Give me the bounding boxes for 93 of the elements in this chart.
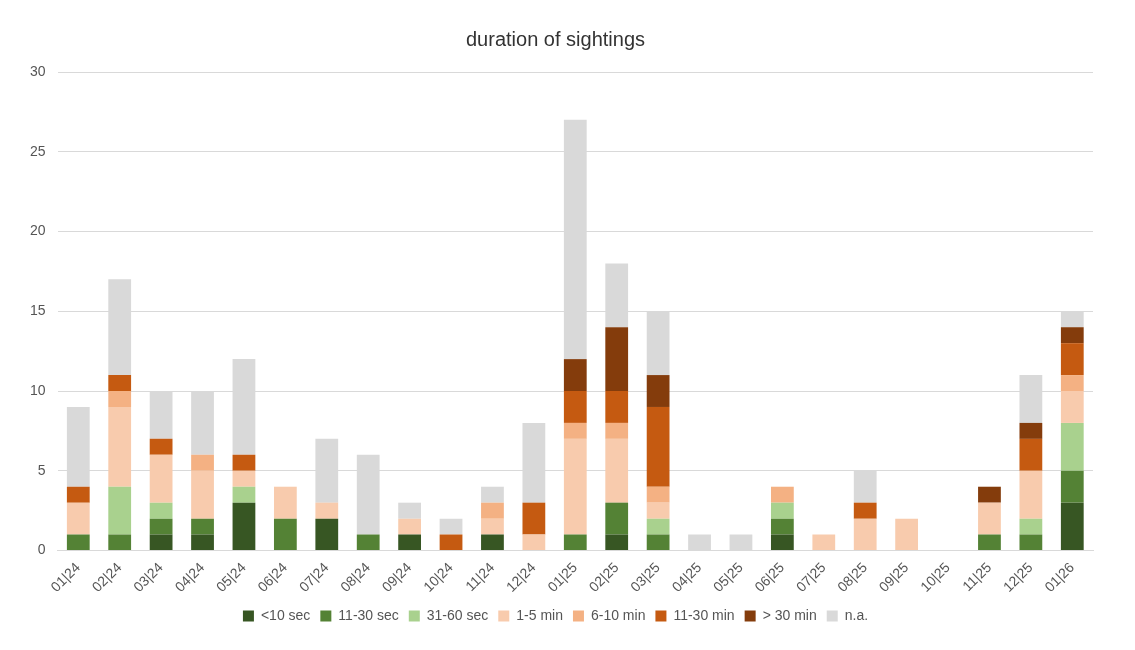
bar [978, 534, 1001, 551]
bar [646, 406, 670, 487]
bar [315, 502, 339, 519]
bar [273, 518, 297, 551]
bar [1060, 375, 1084, 392]
bar [191, 534, 214, 551]
bar [1060, 470, 1084, 503]
legend-label: 11-30 sec [338, 606, 399, 623]
bar [1060, 343, 1084, 376]
legend-label: 1-5 min [516, 606, 563, 623]
y-tick-label: 5 [37, 461, 46, 478]
bar [481, 518, 504, 535]
bar [895, 518, 919, 551]
bar [149, 454, 173, 503]
y-tick-label: 25 [29, 142, 46, 159]
bar [853, 502, 877, 519]
bar [1019, 438, 1043, 471]
bar [770, 534, 794, 551]
bar [149, 438, 173, 455]
bar [1060, 502, 1084, 551]
bar [563, 534, 587, 551]
bar [149, 502, 173, 519]
bar [853, 518, 877, 551]
bar [605, 327, 629, 392]
bar [646, 375, 670, 407]
legend-label: > 30 min [762, 606, 817, 623]
bar [108, 391, 132, 407]
bar [481, 534, 504, 551]
legend-label: 11-30 min [673, 606, 735, 623]
bar [605, 438, 629, 503]
bar [770, 518, 794, 535]
bar [1019, 422, 1043, 439]
bar [191, 470, 214, 519]
bar [108, 486, 132, 535]
y-tick-label: 20 [29, 222, 46, 239]
y-tick-label: 0 [37, 541, 46, 558]
legend-label: n.a. [844, 606, 869, 623]
bar [398, 502, 422, 519]
bar [1060, 391, 1084, 423]
bar [646, 534, 670, 551]
bar [812, 534, 836, 551]
bar [563, 438, 587, 535]
bar [108, 375, 132, 392]
bar [646, 502, 670, 519]
bar [273, 486, 297, 519]
bar [1019, 470, 1043, 519]
bar [481, 486, 504, 503]
bar [605, 391, 629, 423]
bar [646, 486, 670, 503]
bar [232, 454, 256, 471]
bar [481, 502, 504, 519]
bar [149, 518, 173, 535]
y-tick-label: 10 [29, 381, 46, 398]
bar [315, 518, 339, 551]
bar [522, 534, 546, 551]
y-tick-label: 15 [29, 302, 46, 319]
bar [439, 534, 463, 551]
bar [605, 502, 629, 535]
bar [191, 454, 214, 471]
bar [978, 502, 1001, 535]
bar [646, 518, 670, 535]
bar [108, 534, 132, 551]
chart-title: duration of sightings [465, 27, 646, 50]
bar [563, 422, 587, 439]
bar [66, 502, 90, 535]
bar [356, 534, 380, 551]
bar [232, 470, 256, 487]
legend-label: <10 sec [260, 606, 311, 623]
bar [398, 518, 422, 535]
legend-label: 31-60 sec [426, 606, 489, 623]
bar [108, 406, 132, 487]
bar [191, 518, 214, 535]
bar [398, 534, 422, 551]
bar [1019, 518, 1043, 535]
bar [522, 502, 546, 535]
bar [149, 534, 173, 551]
bar [978, 486, 1001, 503]
bar [563, 359, 587, 392]
bar [1060, 327, 1084, 344]
bar [66, 534, 90, 551]
bar [605, 422, 629, 439]
bar [1019, 534, 1043, 551]
legend-label: 6-10 min [590, 606, 646, 623]
bar [605, 534, 629, 551]
bar [232, 486, 256, 503]
bar [770, 486, 794, 503]
bar [1060, 422, 1084, 471]
bar [563, 391, 587, 423]
bar [66, 486, 90, 503]
bar [770, 502, 794, 519]
bar [232, 502, 256, 551]
y-tick-label: 30 [29, 62, 46, 79]
bar [439, 518, 463, 535]
